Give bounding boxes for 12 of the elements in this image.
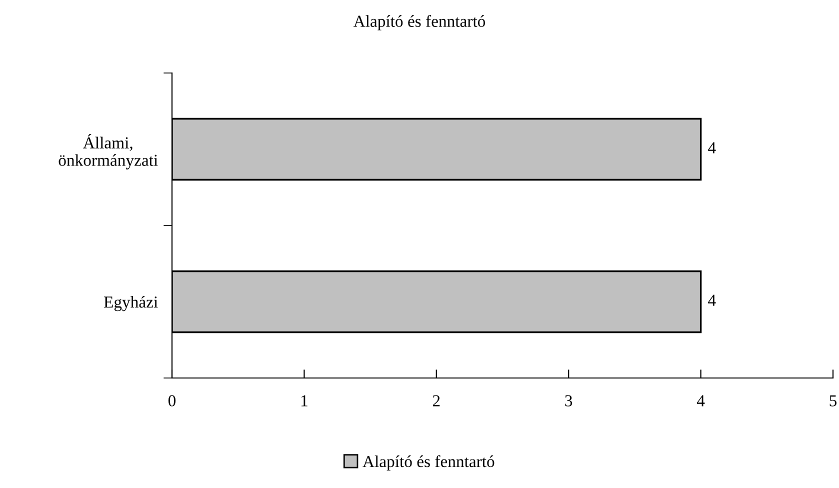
y-tick-label: Egyházi [104,296,158,312]
x-tick-label: 2 [432,395,440,406]
data-label: 4 [708,294,716,306]
data-label: 4 [708,142,716,154]
x-tick-label: 0 [168,395,176,406]
x-tick-label: 4 [696,395,705,406]
chart-title: Alapító és fenntartó [353,15,486,30]
x-tick-label: 3 [565,395,572,406]
y-tick-label: Állami, önkormányzati [58,134,158,170]
x-tick-label: 5 [830,395,837,406]
legend-label: Alapító és fenntartó [362,455,494,471]
x-tick-label: 1 [302,395,308,406]
